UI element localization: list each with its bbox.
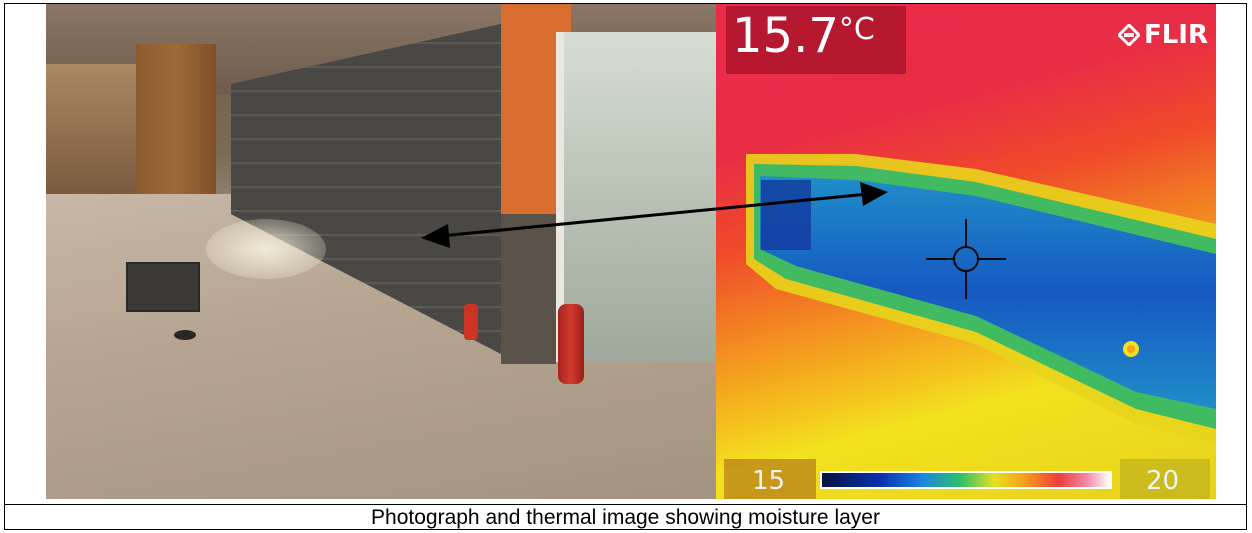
figure-caption: Photograph and thermal image showing moi… [371,505,880,529]
color-scale-bar [820,471,1112,489]
background-room [46,64,141,194]
small-red-object [464,304,478,340]
scale-max-box [1120,459,1210,499]
scale-max-label: 20 [1146,466,1180,496]
fire-extinguisher [558,304,584,384]
floor-light-reflection [206,219,326,279]
wooden-pillar [136,44,216,194]
figure-image: 15.7°C FLIR 15 20 [46,4,1216,499]
scale-min-label: 15 [752,466,786,496]
temperature-unit: °C [838,12,875,47]
exposed-wall-section [501,214,556,364]
flir-logo-icon [1117,24,1140,46]
crosshair-icon [926,219,1006,299]
flir-brand-text: FLIR [1143,20,1208,50]
temperature-box [726,6,906,74]
equipment-cart [126,262,200,312]
temperature-value: 15.7 [732,8,839,64]
flir-logo: FLIR [1117,20,1208,50]
table-row-divider [4,504,1247,505]
photograph [46,4,716,499]
thermal-image: 15.7°C FLIR 15 20 [716,4,1216,499]
figure-table [4,3,1247,530]
floor-drain [174,330,196,340]
temperature-readout: 15.7°C [732,8,875,64]
scale-min-box [724,459,816,499]
